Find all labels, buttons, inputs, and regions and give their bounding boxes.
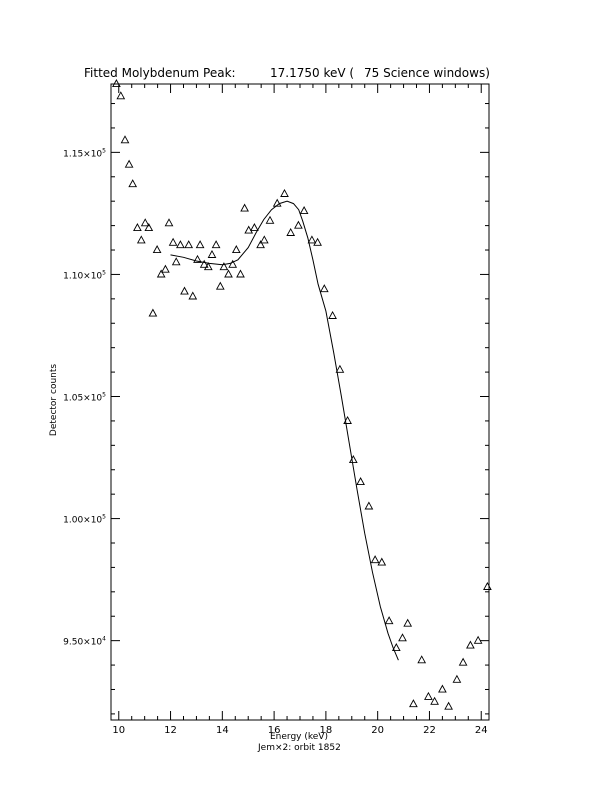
data-point xyxy=(148,308,158,317)
data-point xyxy=(398,633,407,642)
data-point xyxy=(171,257,181,266)
x-tick-label: 14 xyxy=(216,725,229,736)
data-point xyxy=(356,477,365,486)
y-tick-label: 9.50×104 xyxy=(63,636,106,648)
data-point xyxy=(452,674,462,683)
data-point xyxy=(259,235,269,244)
data-point xyxy=(458,657,468,666)
data-point xyxy=(219,262,229,271)
data-point xyxy=(211,240,221,249)
data-point xyxy=(168,237,178,246)
data-point xyxy=(384,616,394,625)
data-point xyxy=(403,618,413,627)
data-point xyxy=(272,198,282,207)
data-points xyxy=(112,79,492,710)
chart-title: Fitted Molybdenum Peak: xyxy=(84,66,236,80)
orbit-footnote: Jem×2: orbit 1852 xyxy=(258,743,341,753)
data-point xyxy=(370,555,380,564)
data-point xyxy=(188,291,198,300)
data-point xyxy=(180,286,189,295)
data-point xyxy=(438,684,447,693)
data-point xyxy=(307,235,317,244)
y-axis-ticks: 9.50×104 1.00×105 1.05×105 1.10×105 1.15×105 xyxy=(63,103,489,715)
data-point xyxy=(483,581,492,590)
data-point xyxy=(128,179,138,188)
data-point xyxy=(156,269,166,278)
data-point xyxy=(409,699,418,708)
x-tick-label: 12 xyxy=(164,725,177,736)
data-point xyxy=(161,264,170,273)
data-point xyxy=(133,223,142,232)
data-point xyxy=(236,269,245,278)
data-point xyxy=(215,281,225,290)
chart-title-science-windows: 75 Science windows) xyxy=(364,66,490,80)
data-point xyxy=(244,225,254,234)
y-axis-label: Detector counts xyxy=(49,363,59,437)
x-tick-label: 10 xyxy=(112,725,125,736)
data-point xyxy=(250,223,259,232)
data-point xyxy=(199,259,209,268)
data-point xyxy=(299,206,309,215)
data-point xyxy=(124,159,134,168)
x-axis-ticks: 10 12 14 16 18 20 22 24 xyxy=(112,84,488,736)
data-point xyxy=(424,691,433,700)
data-point xyxy=(430,696,439,705)
data-point xyxy=(231,245,241,254)
data-point xyxy=(417,655,427,664)
data-point xyxy=(207,249,217,258)
data-point xyxy=(466,640,475,649)
data-point xyxy=(144,223,154,232)
x-tick-label: 18 xyxy=(320,725,333,736)
data-point xyxy=(176,240,185,249)
data-point xyxy=(195,240,205,249)
data-point xyxy=(348,455,358,464)
data-point xyxy=(116,91,126,100)
data-point xyxy=(193,254,202,263)
data-point xyxy=(256,240,265,249)
y-tick-label: 1.15×105 xyxy=(63,147,106,159)
data-point xyxy=(120,135,130,144)
chart-title-peak-energy: 17.1750 keV ( xyxy=(270,66,355,80)
plot-frame xyxy=(110,83,490,721)
data-point xyxy=(203,262,213,271)
data-point xyxy=(328,310,337,319)
data-point xyxy=(224,269,233,278)
y-tick-label: 1.00×105 xyxy=(63,514,106,526)
data-point xyxy=(184,240,194,249)
x-tick-label: 22 xyxy=(423,725,436,736)
data-point xyxy=(319,284,329,293)
data-point xyxy=(364,501,374,510)
x-tick-label: 20 xyxy=(371,725,384,736)
fit-curve xyxy=(170,200,399,661)
data-point xyxy=(391,643,401,652)
x-axis-label: Energy (keV) xyxy=(270,732,328,742)
data-point xyxy=(294,220,303,229)
data-point xyxy=(265,215,275,224)
data-point xyxy=(335,364,345,373)
data-point xyxy=(286,227,296,236)
data-point xyxy=(228,259,238,268)
x-tick-label: 24 xyxy=(475,725,488,736)
data-point xyxy=(152,245,162,254)
data-point xyxy=(377,557,387,566)
data-point xyxy=(112,79,121,88)
x-tick-label: 16 xyxy=(268,725,281,736)
data-point xyxy=(473,635,483,644)
data-point xyxy=(313,237,322,246)
data-point xyxy=(240,203,249,212)
y-tick-label: 1.05×105 xyxy=(63,392,106,404)
data-point xyxy=(343,415,352,424)
data-point xyxy=(140,218,150,227)
data-point xyxy=(280,188,289,197)
data-point xyxy=(136,235,146,244)
data-point xyxy=(444,701,453,710)
data-point xyxy=(164,218,174,227)
y-tick-label: 1.10×105 xyxy=(63,269,106,281)
